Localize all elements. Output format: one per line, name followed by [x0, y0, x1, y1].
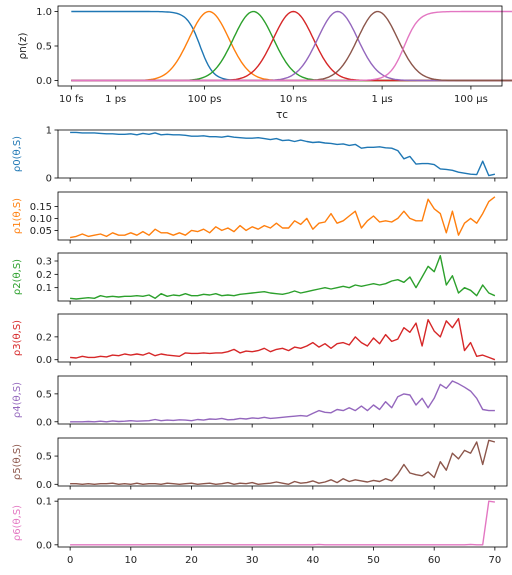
- timescale-y-label: ρn(z): [17, 32, 29, 59]
- panel-6-y-tick-label: 0.0: [36, 540, 52, 551]
- panel-4-y-tick-label: 0.5: [36, 389, 52, 400]
- panel-4-frame: [57, 375, 508, 425]
- panel-3-y-label: ρ3(θ,S): [12, 320, 23, 356]
- panel-1-y-tick-label: 0.05: [30, 226, 52, 237]
- panel-6-series: [70, 500, 496, 546]
- timescale-x-tick-label: 100 ps: [188, 94, 222, 105]
- panel-3-y-tick-label: 0.2: [36, 332, 52, 343]
- panel-2-y-label: ρ2(θ,S): [12, 259, 23, 295]
- panel-2-frame: [57, 252, 508, 302]
- panel-0-y-label: ρ0(θ,S): [12, 136, 23, 172]
- panel-2-series: [70, 255, 496, 300]
- x-tick-label: 60: [428, 555, 441, 566]
- timescale-series-6: [71, 10, 512, 82]
- timescale-x-label: τc: [276, 109, 288, 121]
- panel-0-series: [70, 131, 496, 177]
- timescale-y-tick-label: 0.5: [36, 42, 52, 53]
- x-tick-label: 20: [185, 555, 198, 566]
- panel-3-series: [70, 317, 496, 361]
- panel-1-frame: [57, 191, 508, 241]
- panel-0-y-tick-label: 1: [46, 126, 52, 137]
- timescale-x-tick-label: 1 μs: [372, 94, 393, 105]
- panel-2: 0.3 0.2 0.1 ρ2(θ,S): [12, 252, 508, 305]
- timescale-x-tick-label: 10 fs: [59, 94, 84, 105]
- panel-5-series: [70, 439, 496, 485]
- panel-4: 0.5 0.0 ρ4(θ,S): [12, 375, 508, 428]
- panel-5-frame: [57, 437, 508, 487]
- x-tick-label: 30: [246, 555, 259, 566]
- panel-2-y-tick-label: 0.2: [36, 270, 52, 281]
- x-tick-label: 50: [367, 555, 380, 566]
- panel-4-series: [70, 380, 495, 423]
- panel-6: 0.1 0.0 0 10 20 30 40 50 60 70 ρ6(θ,S): [12, 497, 508, 566]
- panel-1: 0.150.100.05 ρ1(θ,S): [12, 191, 508, 244]
- timescale-y-ticks: 0.0 0.5 1.0: [36, 7, 58, 87]
- panel-6-frame: [57, 498, 508, 548]
- panel-4-y-tick-label: 0.0: [36, 417, 52, 428]
- panel-3: 0.2 0.0 ρ3(θ,S): [12, 313, 508, 366]
- timescale-y-tick-label: 1.0: [36, 7, 52, 18]
- panel-0-y-tick-label: 0: [46, 174, 52, 185]
- panel-5-y-tick-label: 0.5: [36, 452, 52, 463]
- x-tick-label: 40: [306, 555, 319, 566]
- x-tick-label: 70: [488, 555, 501, 566]
- timescale-y-tick-label: 0.0: [36, 76, 52, 87]
- timescale-x-ticks: 10 fs 1 ps 100 ps 10 ns 1 μs 100 μs: [59, 86, 488, 105]
- timescale-x-tick-label: 100 μs: [454, 94, 488, 105]
- panel-6-y-tick-label: 0.1: [36, 497, 52, 508]
- panel-3-frame: [57, 313, 508, 363]
- panel-3-y-tick-label: 0.0: [36, 355, 52, 366]
- panel-0: 1 0 ρ0(θ,S): [12, 126, 508, 185]
- panel-6-y-label: ρ6(θ,S): [12, 505, 23, 541]
- x-tick-label: 0: [67, 555, 73, 566]
- panel-1-series: [69, 196, 496, 239]
- panel-1-y-tick-label: 0.10: [30, 214, 52, 225]
- panel-1-y-tick-label: 0.15: [30, 202, 52, 213]
- stacked-panels: 10ρ0(θ,S)0.150.100.05ρ1(θ,S)0.30.20.1ρ2(…: [12, 126, 508, 566]
- panel-2-y-tick-label: 0.3: [36, 257, 52, 268]
- panel-4-y-label: ρ4(θ,S): [12, 382, 23, 418]
- timescale-series: [71, 10, 512, 82]
- x-tick-label: 10: [124, 555, 137, 566]
- timescale-x-tick-label: 10 ns: [280, 94, 307, 105]
- timescale-panel: 0.0 0.5 1.0 10 fs 1 ps 100 ps 10 ns 1 μs 100 μs…: [17, 5, 512, 121]
- panel-0-frame: [57, 129, 508, 179]
- panel-1-y-label: ρ1(θ,S): [12, 198, 23, 234]
- panel-2-y-tick-label: 0.1: [36, 283, 52, 294]
- panel-5: 0.5 0.0 ρ5(θ,S): [12, 437, 508, 491]
- timescale-x-tick-label: 1 ps: [105, 94, 126, 105]
- panel-5-y-label: ρ5(θ,S): [12, 444, 23, 480]
- panel-5-y-tick-label: 0.0: [36, 480, 52, 491]
